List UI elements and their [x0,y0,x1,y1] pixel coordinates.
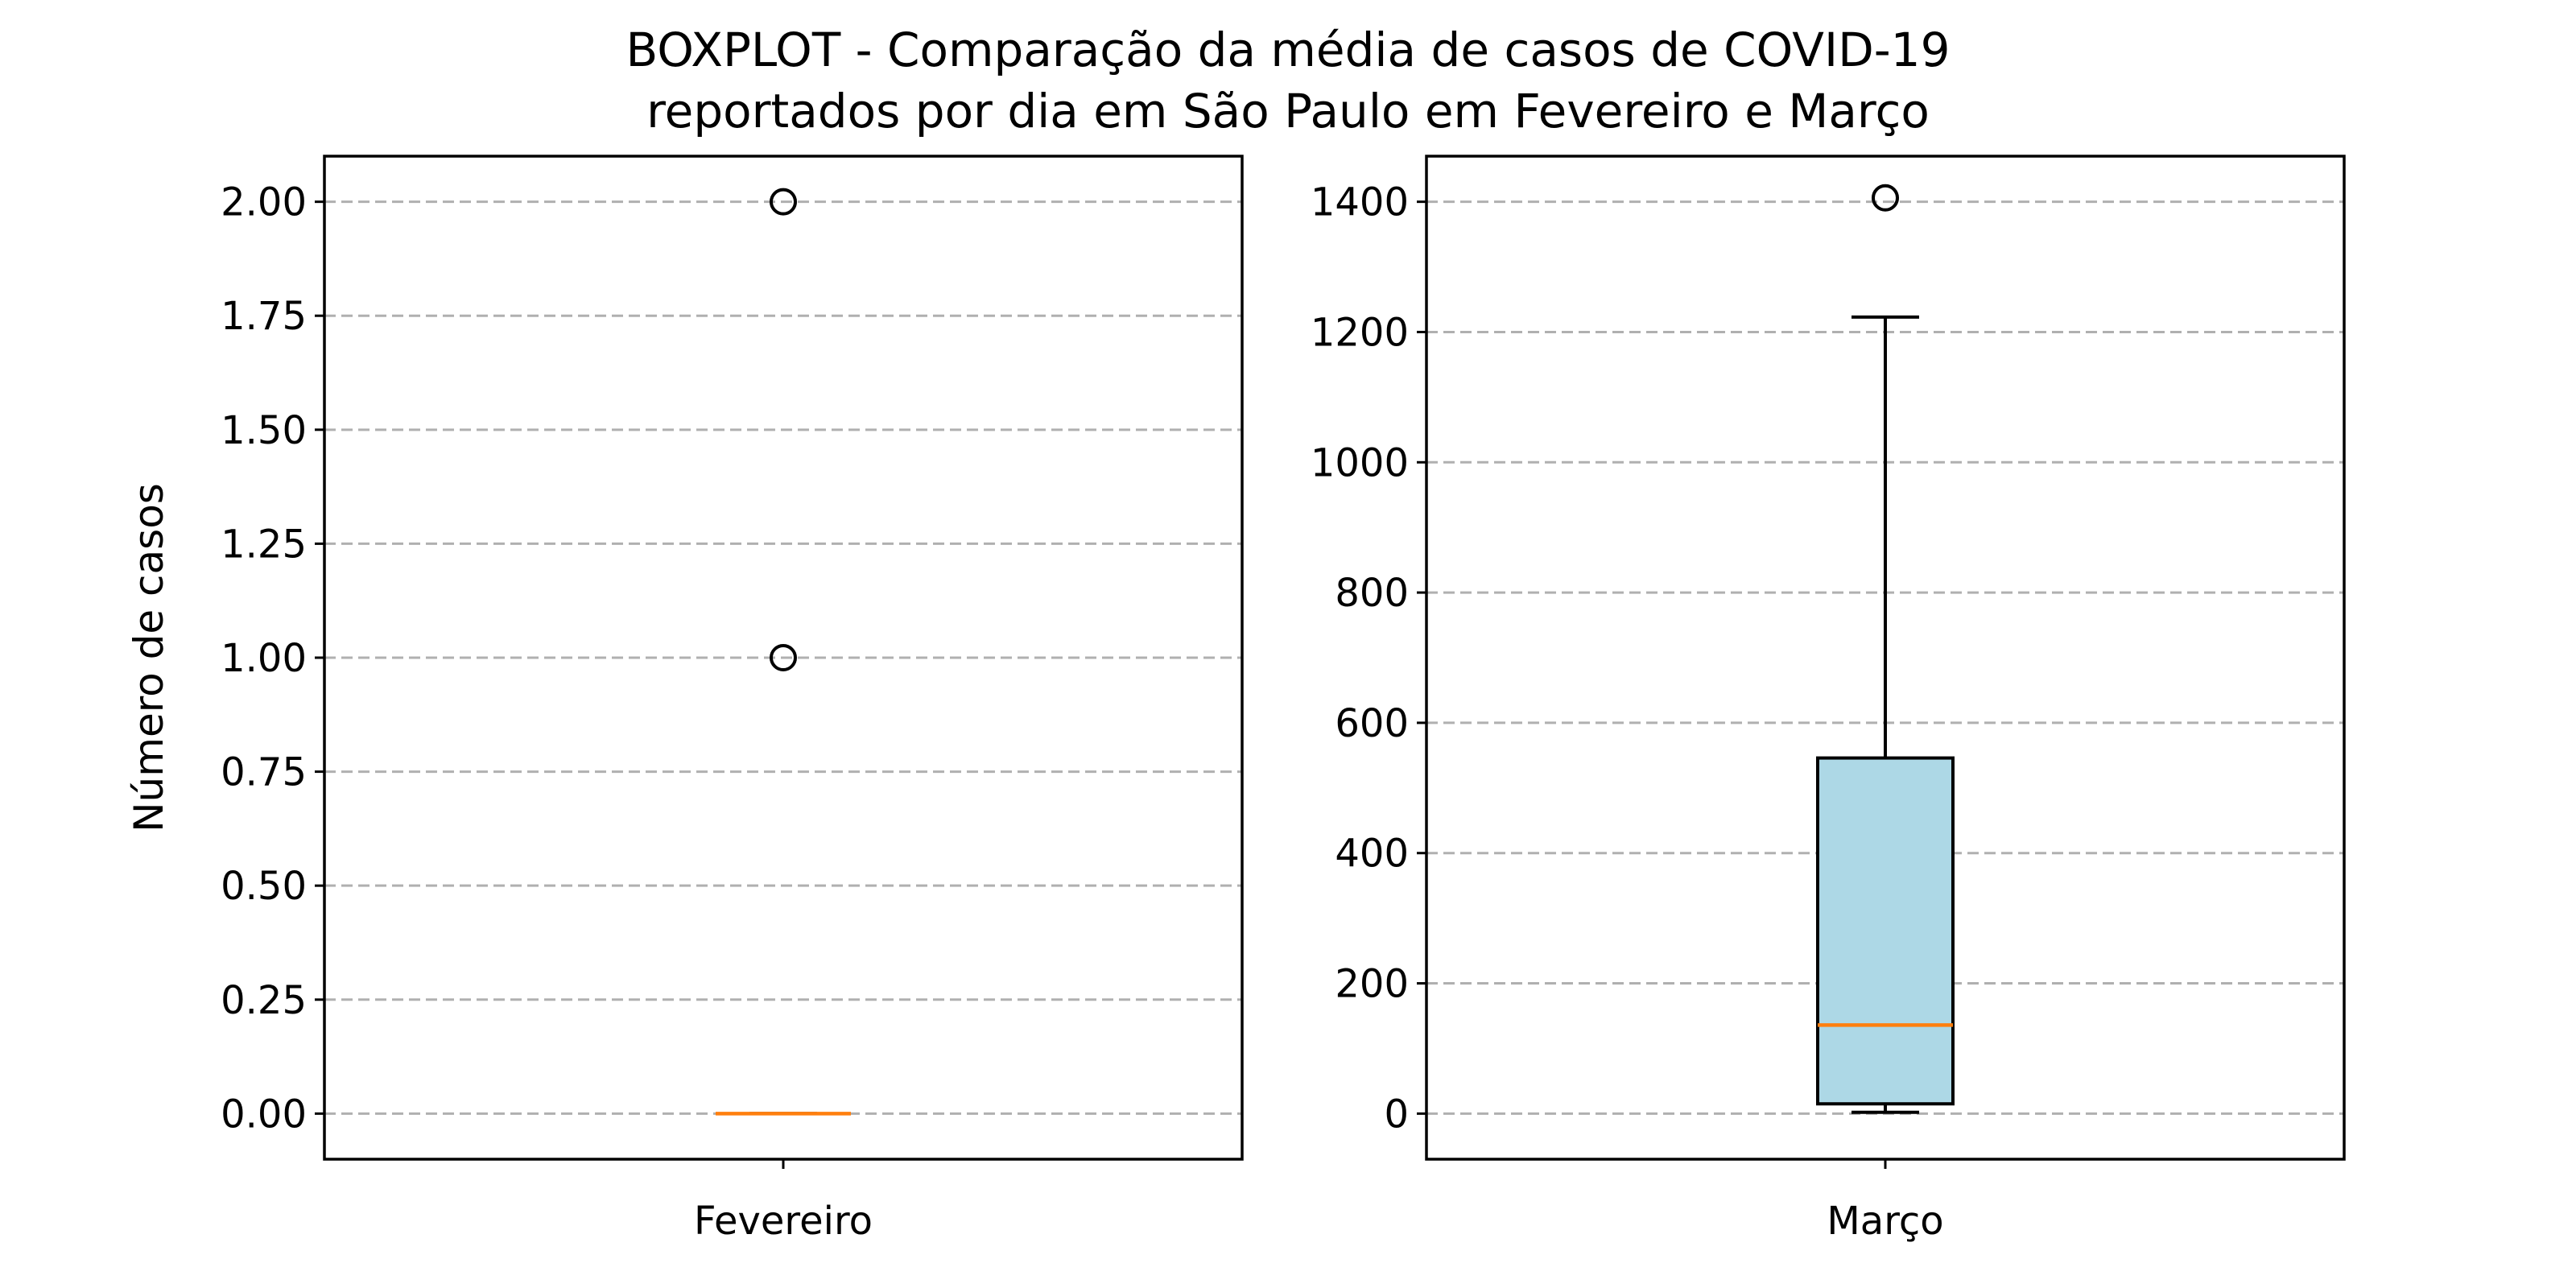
axes-panel-2: 0 200 400 600 800 1000 1200 1400 Março [1311,155,2346,1244]
axes-frame [323,155,1244,1161]
y-tick-label: 1.25 [221,522,307,567]
iqr-box [1816,756,1955,1106]
outlier-point [1872,184,1899,212]
y-tick-label: 1.75 [221,294,307,339]
chart-title-line1: BOXPLOT - Comparação da média de casos d… [626,23,1951,77]
y-tick-label: 1.00 [221,636,307,681]
y-tick-label: 0 [1384,1092,1409,1137]
y-tick-label: 0.75 [221,750,307,795]
x-tick-label: Março [1827,1199,1943,1244]
axes-frame [1425,155,2346,1161]
y-tick-label: 0.25 [221,978,307,1023]
y-axis-label: Número de casos [126,483,172,832]
x-tick-label: Fevereiro [694,1199,873,1244]
y-tick-label: 0.00 [221,1092,307,1137]
y-tick-label: 200 [1335,962,1409,1007]
y-tick-label: 1400 [1311,180,1409,225]
outlier-point [770,188,797,216]
y-tick-label: 0.50 [221,864,307,909]
chart-title-line2: reportados por dia em São Paulo em Fever… [646,84,1930,138]
y-tick-label: 2.00 [221,180,307,225]
y-tick-label: 400 [1335,832,1409,877]
y-tick-label: 1200 [1311,310,1409,355]
outlier-point [770,644,797,671]
y-tick-label: 800 [1335,571,1409,616]
y-tick-label: 600 [1335,701,1409,746]
y-tick-label: 1.50 [221,408,307,453]
y-tick-label: 1000 [1311,440,1409,485]
axes-panel-1: 0.00 0.25 0.50 0.75 1.00 1.25 1.50 1.75 2.00 Feve… [126,155,1244,1244]
